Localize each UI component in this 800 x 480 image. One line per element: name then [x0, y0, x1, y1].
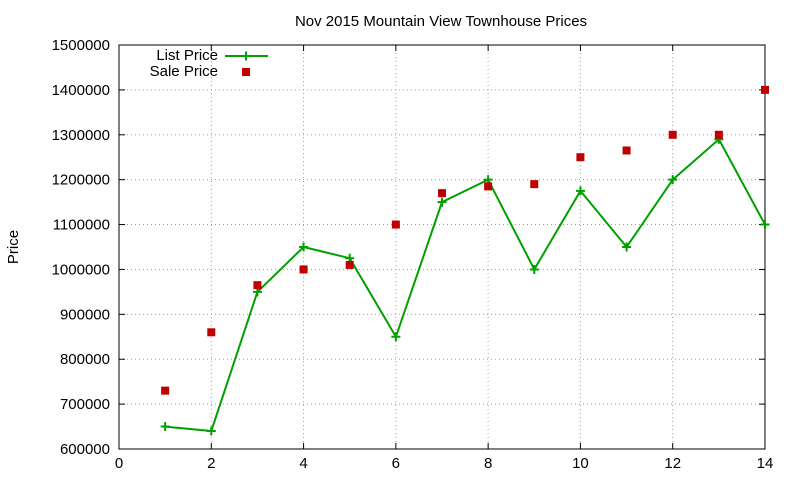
sale-price-point [299, 265, 308, 274]
y-tick-label: 800000 [60, 351, 110, 368]
sale-price-point [576, 153, 585, 162]
sale-price-point [530, 180, 539, 189]
x-tick-label: 6 [392, 455, 400, 472]
axis-ticks: 600000 700000 800000 900000 1000000 1100000 12… [52, 37, 774, 472]
sale-price-point [484, 182, 493, 191]
sale-price-point [714, 130, 723, 139]
sale-price-point [438, 189, 446, 198]
y-tick-label: 900000 [60, 306, 110, 323]
sale-price-point [161, 386, 170, 395]
y-tick-label: 1200000 [52, 172, 110, 189]
legend-entry-sale-price: Sale Price [150, 63, 250, 80]
sale-price-point [761, 85, 769, 94]
legend-entry-list-price: List Price [156, 47, 268, 64]
legend-marker-sale-price [242, 68, 250, 76]
x-tick-label: 12 [664, 455, 681, 472]
x-tick-label: 14 [757, 455, 774, 472]
y-tick-label: 1500000 [52, 37, 110, 54]
sale-price-point [345, 260, 354, 269]
x-tick-label: 4 [299, 455, 307, 472]
x-tick-label: 2 [207, 455, 215, 472]
list-price-point [437, 197, 447, 207]
y-tick-label: 1000000 [52, 261, 110, 278]
y-tick-label: 1300000 [52, 127, 110, 144]
list-price-point [668, 175, 678, 185]
list-price-point [391, 332, 401, 342]
list-price-point [299, 242, 309, 252]
sale-price-point [668, 130, 677, 139]
x-tick-label: 8 [484, 455, 492, 472]
x-tick-label: 10 [572, 455, 589, 472]
list-price-point [760, 220, 770, 230]
y-tick-label: 600000 [60, 441, 110, 458]
list-price-point [529, 264, 539, 274]
legend: List Price Sale Price [150, 47, 268, 80]
plot-frame [118, 44, 766, 450]
chart-title: Nov 2015 Mountain View Townhouse Prices [295, 13, 587, 30]
legend-label-list-price: List Price [156, 47, 218, 64]
y-tick-label: 1100000 [53, 217, 110, 234]
sale-price-point [207, 328, 216, 337]
legend-marker-list-price [241, 51, 251, 61]
y-tick-label: 700000 [60, 396, 110, 413]
y-axis-label: Price [5, 230, 22, 264]
grid [119, 45, 765, 449]
list-price-point [575, 186, 585, 196]
x-tick-label: 0 [115, 455, 123, 472]
series [160, 85, 770, 436]
sale-price-point [391, 220, 400, 229]
sale-price-point [253, 281, 262, 290]
y-tick-label: 1400000 [52, 82, 110, 99]
list-price-point [622, 242, 632, 252]
list-price-line [165, 137, 766, 433]
list-price-point [206, 426, 216, 436]
list-price-point [160, 422, 170, 432]
sale-price-point [622, 146, 631, 155]
legend-label-sale-price: Sale Price [150, 63, 218, 80]
